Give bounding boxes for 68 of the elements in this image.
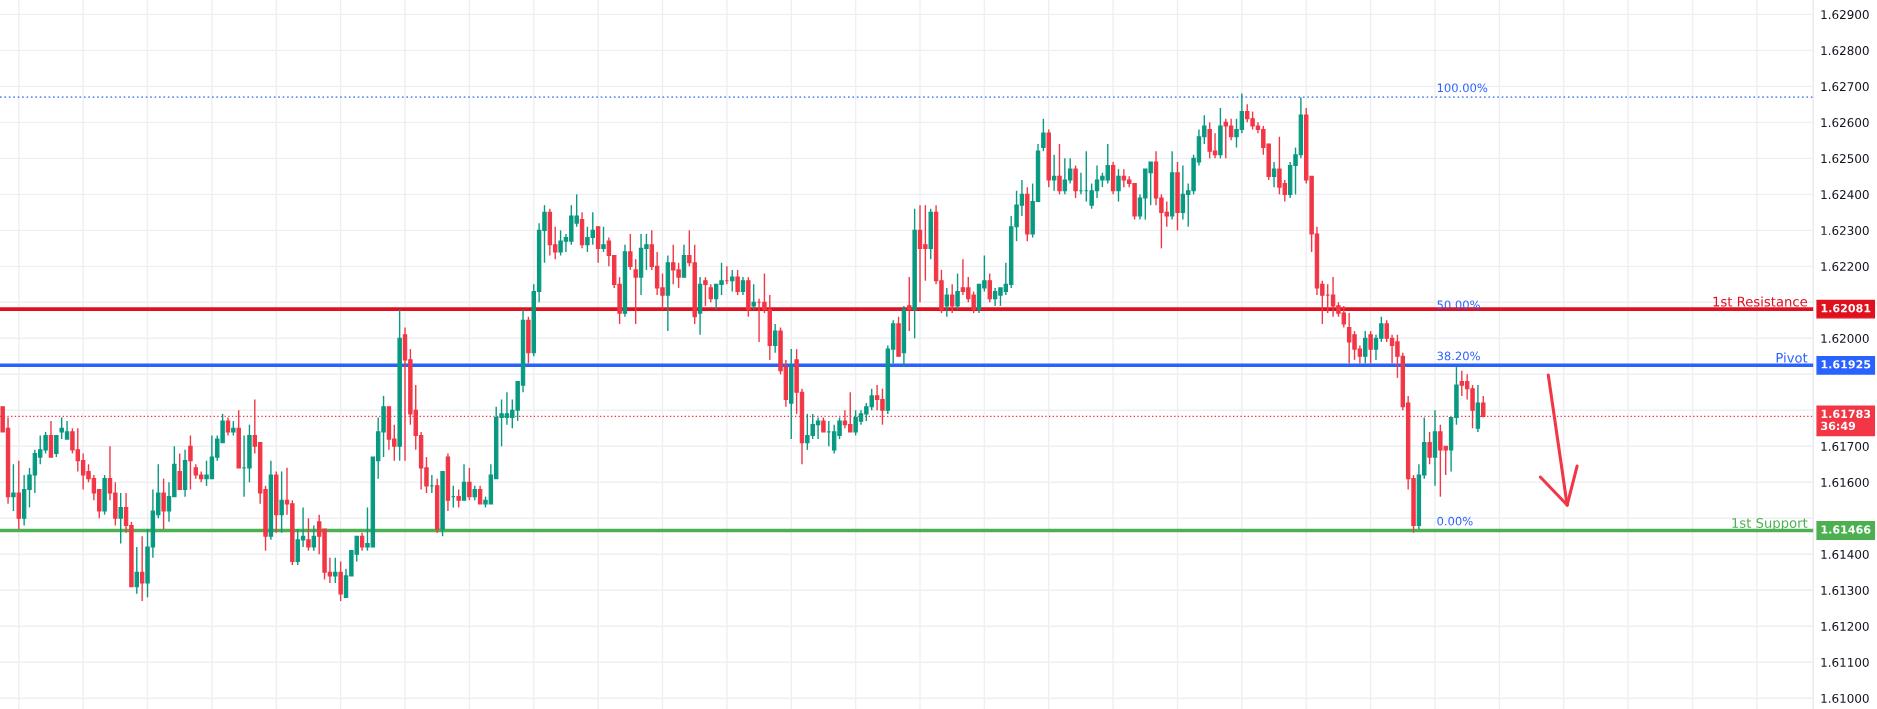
ref-line-label: 1.61783 <box>1821 409 1871 419</box>
candlestick <box>54 434 59 458</box>
ref-line-label: 1.61466 <box>1821 525 1871 534</box>
y-tick-label: 1.61100 <box>1821 657 1869 667</box>
candlestick <box>681 244 687 278</box>
candlestick <box>461 463 467 501</box>
y-tick-label: 1.61700 <box>1821 441 1869 451</box>
y-tick-label: 1.62800 <box>1821 46 1869 56</box>
candlestick <box>595 226 601 264</box>
candlestick <box>907 276 912 332</box>
candlestick <box>944 287 950 318</box>
annotation: 38.20% <box>1437 351 1480 361</box>
y-tick-label: 1.61400 <box>1821 549 1869 559</box>
y-tick-label: 1.61600 <box>1821 477 1869 487</box>
candlestick <box>633 258 638 325</box>
candlestick <box>429 474 435 494</box>
candlestick <box>1051 154 1057 192</box>
candlestick <box>601 226 606 253</box>
candlestick <box>139 535 145 602</box>
candlestick <box>306 517 311 552</box>
annotation: Pivot <box>1776 352 1808 363</box>
candlestick <box>987 272 992 304</box>
candlestick <box>311 524 317 552</box>
annotation: 1st Resistance <box>1713 296 1808 307</box>
candlestick <box>1073 164 1078 199</box>
y-tick-label: 1.62900 <box>1821 10 1869 20</box>
candlestick <box>1041 118 1046 152</box>
candlestick <box>177 452 182 491</box>
ref-line-label: 1.62081 <box>1821 303 1871 313</box>
candlestick <box>11 463 16 512</box>
candlestick <box>118 492 123 545</box>
candlestick <box>1427 431 1432 465</box>
y-tick-label: 1.62300 <box>1821 226 1869 236</box>
y-tick-label: 1.62600 <box>1821 118 1869 128</box>
candlestick <box>1116 168 1121 203</box>
candlestick <box>333 557 338 584</box>
candlestick <box>1057 143 1062 196</box>
y-tick-label: 1.62200 <box>1821 262 1869 272</box>
candlestick <box>955 272 960 311</box>
candlestick <box>735 269 740 296</box>
candlestick <box>703 276 708 307</box>
candlestick <box>949 283 955 314</box>
candlestick <box>628 233 633 271</box>
annotation: 100.00% <box>1437 83 1488 93</box>
y-tick-label: 1.62000 <box>1821 333 1869 344</box>
candlestick <box>48 420 54 458</box>
candlestick <box>279 470 284 534</box>
candlestick <box>751 283 756 311</box>
y-tick-label: 1.62400 <box>1821 190 1869 200</box>
ref-line-label: 1.61925 <box>1821 360 1871 369</box>
candlestick <box>772 323 778 354</box>
candlestick <box>338 560 343 602</box>
text: 36:49 <box>1821 421 1856 431</box>
y-tick-label: 1.62500 <box>1821 154 1869 164</box>
annotation: 0.00% <box>1437 516 1473 526</box>
candlestick <box>1459 370 1465 397</box>
candlestick <box>134 546 140 595</box>
candlestick <box>467 467 472 501</box>
candlestick <box>188 434 193 491</box>
y-tick-label: 1.62700 <box>1821 82 1869 92</box>
candlestick <box>730 269 735 293</box>
y-tick-label: 1.61300 <box>1821 585 1869 595</box>
candlestick <box>161 477 166 530</box>
y-tick-label: 1.61200 <box>1821 621 1869 631</box>
candlestick <box>1368 330 1373 365</box>
annotation: 1st Support <box>1732 517 1808 531</box>
candlestick <box>1363 330 1368 365</box>
y-tick-label: 1.61000 <box>1821 693 1869 703</box>
